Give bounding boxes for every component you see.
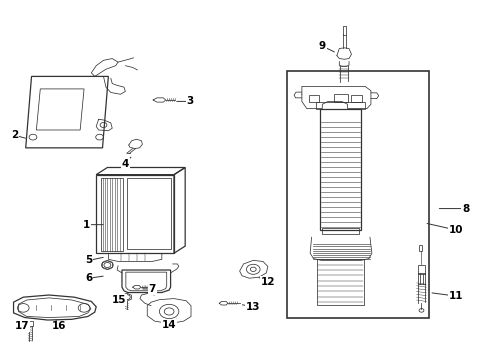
Text: 2: 2 xyxy=(11,130,19,140)
Text: 6: 6 xyxy=(85,273,92,283)
Text: 10: 10 xyxy=(448,225,462,235)
Bar xyxy=(417,265,425,274)
Text: 5: 5 xyxy=(85,255,92,265)
Bar xyxy=(333,94,347,102)
Text: 3: 3 xyxy=(186,96,193,107)
Bar xyxy=(101,178,122,251)
Text: 16: 16 xyxy=(51,321,66,332)
Bar xyxy=(308,95,319,102)
Text: 12: 12 xyxy=(260,277,275,287)
Text: 17: 17 xyxy=(15,321,29,332)
Bar xyxy=(316,102,365,109)
Bar xyxy=(126,178,170,249)
Text: 7: 7 xyxy=(148,284,156,294)
Bar xyxy=(343,26,345,35)
Bar xyxy=(351,95,362,102)
Text: 9: 9 xyxy=(318,41,325,51)
Text: 15: 15 xyxy=(112,295,126,305)
Text: 8: 8 xyxy=(461,203,468,213)
Bar xyxy=(417,273,425,284)
Bar xyxy=(287,71,428,318)
Text: 4: 4 xyxy=(122,159,129,169)
Text: 11: 11 xyxy=(448,291,462,301)
Bar xyxy=(317,258,363,305)
Text: 1: 1 xyxy=(82,220,90,230)
Bar xyxy=(319,109,361,230)
Bar xyxy=(25,321,33,326)
Text: 14: 14 xyxy=(162,320,176,330)
Text: 13: 13 xyxy=(245,302,260,312)
Bar xyxy=(418,245,422,251)
Bar xyxy=(322,228,358,234)
